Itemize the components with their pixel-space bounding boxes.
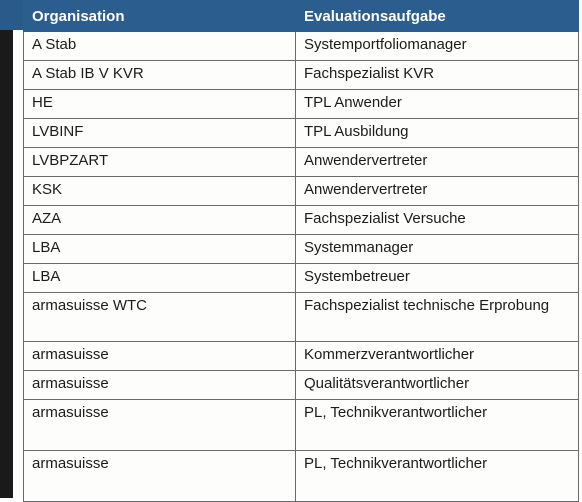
cell-organisation: A Stab bbox=[23, 31, 296, 61]
cell-organisation: armasuisse bbox=[23, 450, 296, 502]
table-row: LBA Systembetreuer bbox=[23, 263, 579, 293]
table-row: A Stab IB V KVR Fachspezialist KVR bbox=[23, 60, 579, 90]
cell-evaluationsaufgabe: Fachspezialist Versuche bbox=[295, 205, 579, 235]
table-row: LVBINF TPL Ausbildung bbox=[23, 118, 579, 148]
cell-organisation: KSK bbox=[23, 176, 296, 206]
header-organisation: Organisation bbox=[23, 0, 296, 32]
cell-evaluationsaufgabe: PL, Technikverantwortlicher bbox=[295, 399, 579, 451]
cell-evaluationsaufgabe: TPL Ausbildung bbox=[295, 118, 579, 148]
left-margin-bar-top bbox=[0, 0, 24, 30]
cell-organisation: armasuisse WTC bbox=[23, 292, 296, 342]
cell-organisation: LVBINF bbox=[23, 118, 296, 148]
cell-organisation: armasuisse bbox=[23, 399, 296, 451]
cell-organisation: HE bbox=[23, 89, 296, 119]
cell-evaluationsaufgabe: Systemportfoliomanager bbox=[295, 31, 579, 61]
table-row: KSK Anwendervertreter bbox=[23, 176, 579, 206]
table-header-row: Organisation Evaluationsaufgabe bbox=[23, 0, 579, 32]
cell-evaluationsaufgabe: Kommerzverantwortlicher bbox=[295, 341, 579, 371]
cell-organisation: armasuisse bbox=[23, 370, 296, 400]
table-row: A Stab Systemportfoliomanager bbox=[23, 31, 579, 61]
cell-evaluationsaufgabe: Anwendervertreter bbox=[295, 147, 579, 177]
cell-organisation: armasuisse bbox=[23, 341, 296, 371]
cell-evaluationsaufgabe: Systembetreuer bbox=[295, 263, 579, 293]
table-row: LBA Systemmanager bbox=[23, 234, 579, 264]
table-row: armasuisse Qualitätsverantwortlicher bbox=[23, 370, 579, 400]
table-row: armasuisse PL, Technikverantwortlicher bbox=[23, 450, 579, 502]
cell-evaluationsaufgabe: PL, Technikverantwortlicher bbox=[295, 450, 579, 502]
cell-evaluationsaufgabe: Fachspezialist technische Erprobung bbox=[295, 292, 579, 342]
cell-organisation: LVBPZART bbox=[23, 147, 296, 177]
left-margin-bar bbox=[0, 0, 13, 498]
cell-evaluationsaufgabe: TPL Anwender bbox=[295, 89, 579, 119]
evaluation-table: Organisation Evaluationsaufgabe A Stab S… bbox=[23, 0, 579, 502]
cell-organisation: A Stab IB V KVR bbox=[23, 60, 296, 90]
table-row: LVBPZART Anwendervertreter bbox=[23, 147, 579, 177]
header-evaluationsaufgabe: Evaluationsaufgabe bbox=[295, 0, 579, 32]
table-row: armasuisse Kommerzverantwortlicher bbox=[23, 341, 579, 371]
table-row: AZA Fachspezialist Versuche bbox=[23, 205, 579, 235]
table-row: armasuisse PL, Technikverantwortlicher bbox=[23, 399, 579, 451]
table-row: HE TPL Anwender bbox=[23, 89, 579, 119]
cell-organisation: LBA bbox=[23, 263, 296, 293]
cell-evaluationsaufgabe: Fachspezialist KVR bbox=[295, 60, 579, 90]
cell-evaluationsaufgabe: Qualitätsverantwortlicher bbox=[295, 370, 579, 400]
cell-organisation: LBA bbox=[23, 234, 296, 264]
cell-organisation: AZA bbox=[23, 205, 296, 235]
cell-evaluationsaufgabe: Anwendervertreter bbox=[295, 176, 579, 206]
cell-evaluationsaufgabe: Systemmanager bbox=[295, 234, 579, 264]
table-row: armasuisse WTC Fachspezialist technische… bbox=[23, 292, 579, 342]
